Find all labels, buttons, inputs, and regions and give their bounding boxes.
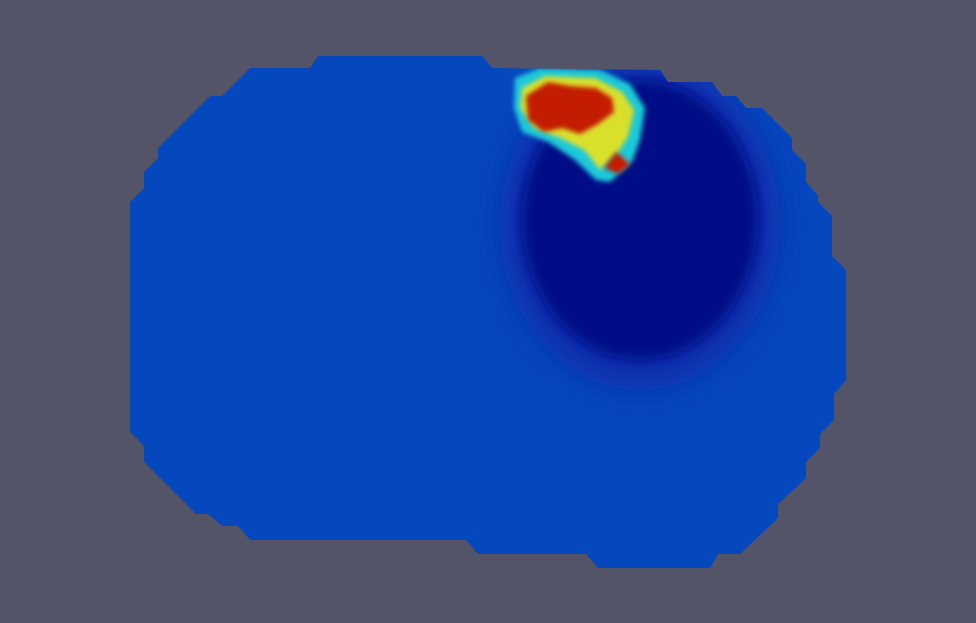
hot-spot-core — [526, 82, 614, 134]
hot-spot-small — [604, 152, 630, 174]
field-overlay — [500, 60, 780, 390]
